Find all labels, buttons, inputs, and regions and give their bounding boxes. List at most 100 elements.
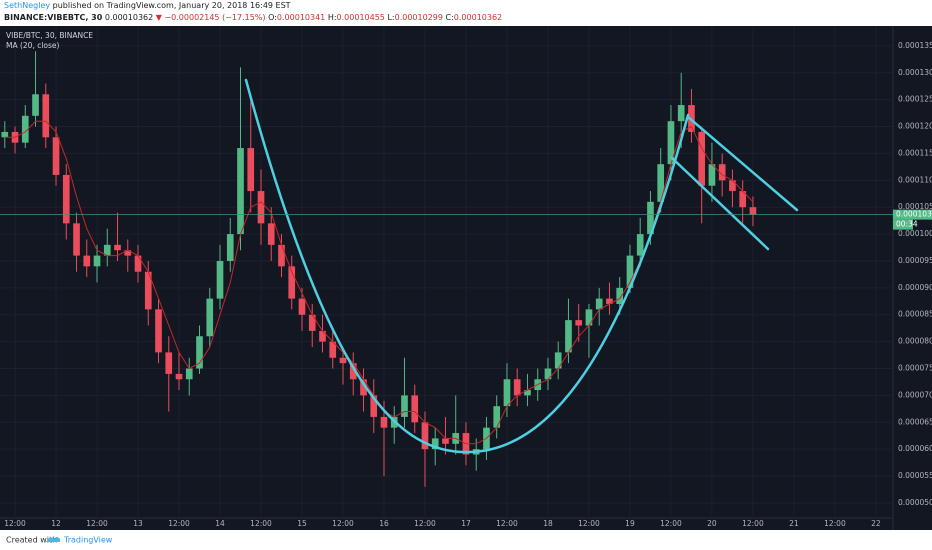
x-tick-label: 19 <box>625 519 635 528</box>
plot <box>1 51 757 487</box>
x-tick-label: 12:00 <box>250 519 272 528</box>
candle-body <box>370 395 378 417</box>
ohlc-label: H: <box>327 13 337 22</box>
x-tick-label: 15 <box>297 519 307 528</box>
candle-body <box>103 244 111 256</box>
y-tick-label: 0.00013500 <box>898 41 932 50</box>
candle-body <box>380 416 388 428</box>
y-tick-label: 0.00008500 <box>898 310 932 319</box>
candle-body <box>247 148 255 192</box>
candle-body <box>647 201 654 235</box>
published: published on TradingView.com, January 20… <box>52 1 291 10</box>
y-tick-label: 0.00006000 <box>898 444 932 453</box>
grid <box>0 26 893 518</box>
x-tick-label: 22 <box>871 519 881 528</box>
candle-body <box>524 390 531 396</box>
candle-body <box>349 363 357 380</box>
candle-body <box>257 191 265 224</box>
y-tick-label: 0.00013000 <box>898 68 932 77</box>
candle-body <box>513 379 521 396</box>
candle-body <box>339 357 347 364</box>
candle-body <box>216 260 224 299</box>
flag-top-line <box>686 115 799 212</box>
countdown-label: 00:34 <box>896 220 918 229</box>
candle-body <box>749 207 757 215</box>
candle-body <box>708 164 716 186</box>
candle-body <box>565 320 572 353</box>
candle-body <box>155 309 162 353</box>
candle-body <box>32 94 39 116</box>
candle-body <box>729 180 736 192</box>
price: 0.00010362 <box>104 13 154 22</box>
candle-body <box>575 320 583 326</box>
candle-body <box>667 121 675 165</box>
chart-title: VIBE/BTC, 30, BINANCE <box>6 31 93 40</box>
y-tick-label: 0.00007500 <box>898 364 932 373</box>
x-tick-label: 12:00 <box>496 519 518 528</box>
candle-body <box>308 314 316 331</box>
x-tick-label: 20 <box>707 519 717 528</box>
candle-body <box>421 422 429 450</box>
y-tick-label: 0.00007000 <box>898 390 932 399</box>
candle-body <box>175 373 183 380</box>
y-tick-label: 0.00010000 <box>898 229 932 238</box>
publish-line: SethNegley published on TradingView.com,… <box>4 0 928 12</box>
candle-body <box>636 234 644 256</box>
y-tick-label: 0.00009000 <box>898 283 932 292</box>
x-tick-label: 18 <box>543 519 553 528</box>
x-tick-label: 12:00 <box>824 519 846 528</box>
candle-body <box>185 368 193 380</box>
y-tick-label: 0.00005500 <box>898 471 932 480</box>
candle-body <box>124 250 132 256</box>
candle-body <box>503 379 511 407</box>
ohlc-label: C: <box>445 13 454 22</box>
candle-body <box>493 406 501 428</box>
candle-body <box>114 244 121 251</box>
drawings <box>244 78 799 454</box>
x-tick-label: 12:00 <box>4 519 26 528</box>
tradingview-logo <box>46 537 60 542</box>
candle-body <box>411 395 419 423</box>
symbol: BINANCE:VIBEBTC, 30 <box>4 13 103 22</box>
candle-body <box>657 164 665 202</box>
ohlc-value: 0.00010362 <box>453 13 503 22</box>
candle-body <box>329 341 337 358</box>
countdown-box <box>893 219 913 230</box>
candle-body <box>616 287 624 304</box>
x-tick-label: 12:00 <box>332 519 354 528</box>
last-price-box <box>893 209 932 220</box>
x-tick-label: 12:00 <box>742 519 764 528</box>
ohlc-label: O: <box>268 13 277 22</box>
indicator-legend: MA (20, close) <box>6 41 60 50</box>
cup-curve <box>244 78 690 454</box>
candle-body <box>237 148 244 235</box>
candle-body <box>226 234 234 261</box>
y-tick-label: 0.00011000 <box>898 175 932 184</box>
flag-bottom-line <box>670 156 770 251</box>
x-tick-label: 12:00 <box>86 519 108 528</box>
candle-body <box>739 191 747 208</box>
y-tick-label: 0.00011500 <box>898 148 932 157</box>
author: SethNegley <box>4 1 51 10</box>
candle-body <box>677 105 685 122</box>
candle-body <box>42 94 50 138</box>
ohlc-value: 0.00010341 <box>276 13 326 22</box>
footer-background <box>0 530 932 550</box>
candle-body <box>401 395 408 417</box>
candle-body <box>585 309 593 326</box>
y-tick-label: 0.00010500 <box>898 202 932 211</box>
candle-body <box>595 298 603 310</box>
candle-body <box>206 298 214 337</box>
candle-body <box>698 131 706 186</box>
candle-body <box>196 336 203 369</box>
candle-body <box>1 131 9 138</box>
symbol-line: BINANCE:VIBEBTC, 30 0.00010362 ▼ −0.0000… <box>4 12 928 24</box>
candle-body <box>165 352 173 374</box>
y-tick-label: 0.00005000 <box>898 498 932 507</box>
candle-body <box>134 255 142 272</box>
candle-body <box>93 255 101 267</box>
candle-body <box>360 379 367 396</box>
y-tick-label: 0.00008000 <box>898 337 932 346</box>
